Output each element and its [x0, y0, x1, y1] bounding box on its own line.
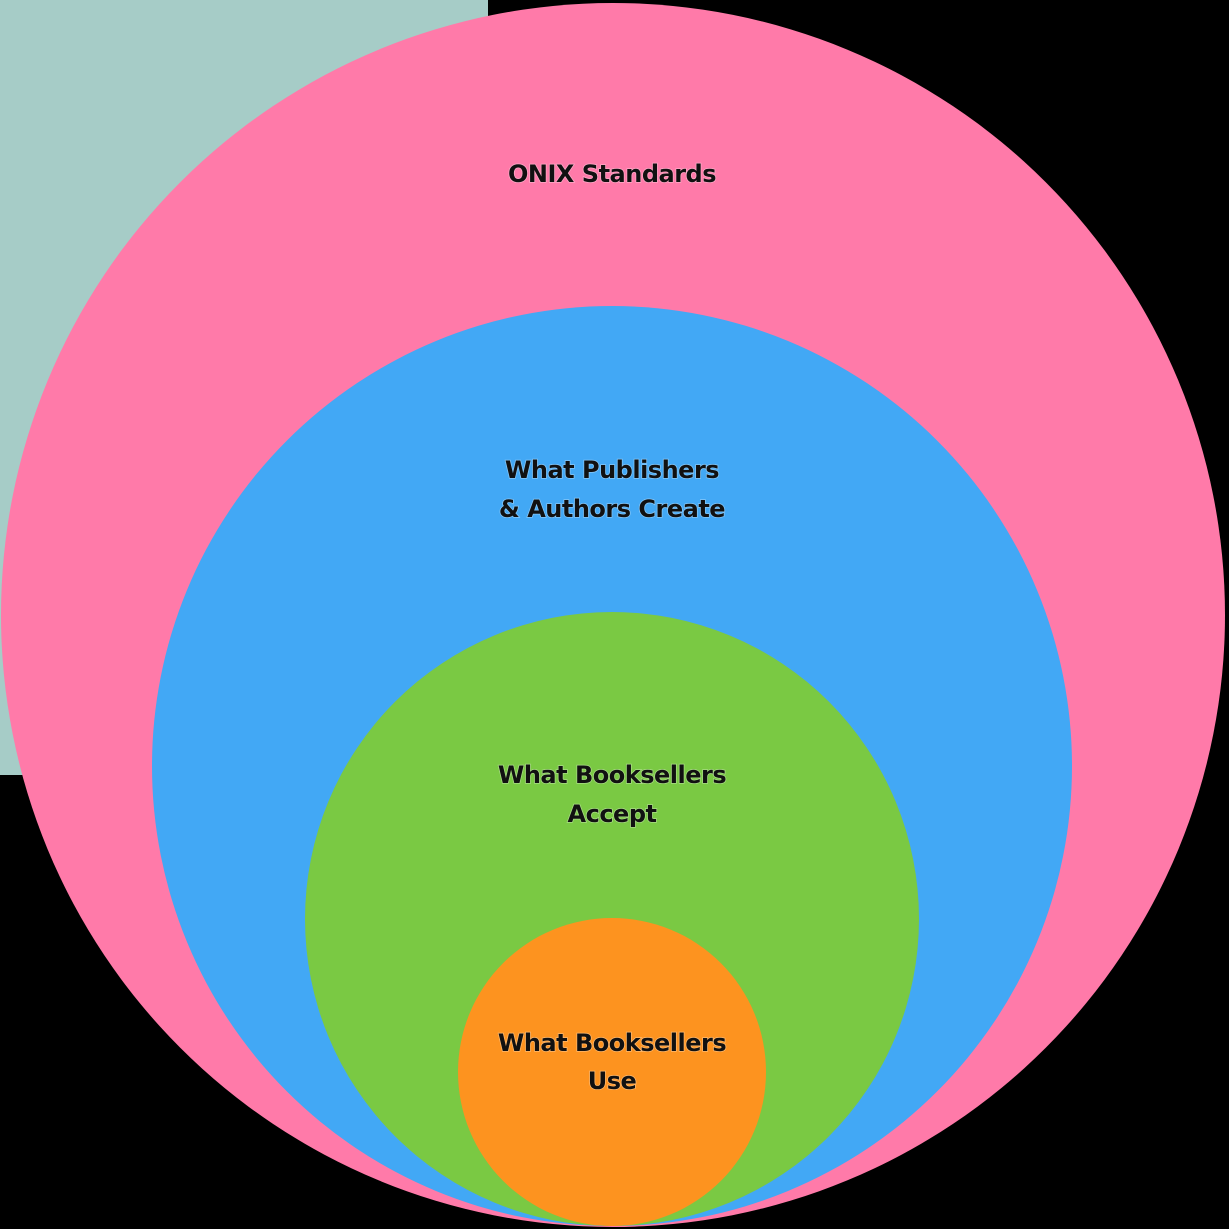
node-label: What Publishers — [505, 456, 719, 484]
node-label: & Authors Create — [499, 495, 725, 523]
node-label: ONIX Standards — [508, 160, 716, 188]
diagram: ONIX Standards What Publishers & Authors… — [0, 0, 1229, 1229]
node-label: What Booksellers — [498, 761, 726, 789]
page: ONIX Standards What Publishers & Authors… — [0, 0, 1229, 1229]
node-label: Use — [588, 1067, 637, 1095]
node-label: What Booksellers — [498, 1029, 726, 1057]
node-label: Accept — [568, 800, 657, 828]
